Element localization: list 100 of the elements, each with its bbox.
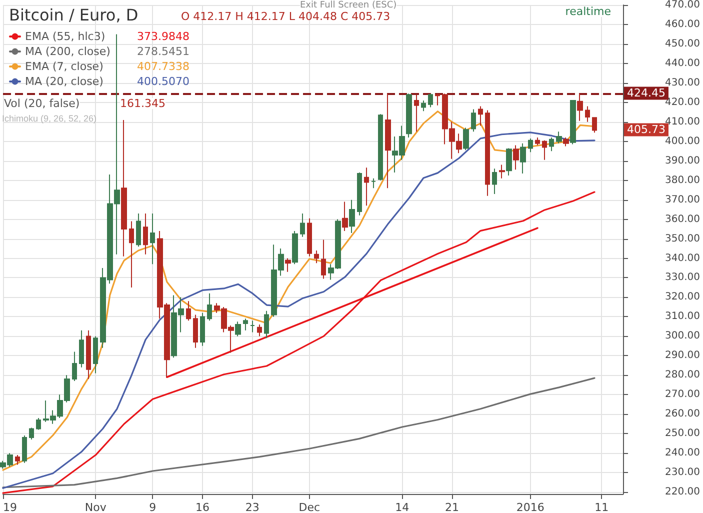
annotation: Exit Full Screen (ESC) <box>300 0 397 10</box>
y-tick-label: 270.00 <box>665 389 700 400</box>
candlestick <box>79 330 84 368</box>
candlestick <box>235 321 241 337</box>
candlestick <box>513 144 519 170</box>
annotation: Ichimoku (9, 26, 52, 26) <box>2 114 97 124</box>
annotation: 400.5070 <box>137 75 190 88</box>
candlestick <box>471 108 476 132</box>
candlestick <box>371 178 376 189</box>
candlestick <box>357 172 362 216</box>
legend-label: MA (200, close) <box>25 45 110 58</box>
line-series <box>2 191 596 494</box>
x-tick-label: 19 <box>3 501 17 513</box>
candlestick <box>257 324 262 337</box>
candlestick <box>556 131 562 144</box>
candlestick <box>193 314 198 348</box>
ref-line-label: 424.45 <box>627 86 666 100</box>
candlestick <box>506 148 512 176</box>
y-tick-label: 350.00 <box>665 233 700 244</box>
candlestick <box>93 336 98 374</box>
y-tick-label: 330.00 <box>665 272 700 284</box>
candlestick <box>406 93 412 138</box>
candlestick <box>15 454 20 466</box>
legend-label: EMA (7, close) <box>25 60 104 73</box>
x-tick-label: 11 <box>594 501 609 513</box>
x-tick-label: 21 <box>444 501 459 513</box>
y-tick-label: 340.00 <box>665 252 700 264</box>
candlestick <box>314 250 319 264</box>
annotation: 161.345 <box>120 97 166 110</box>
y-tick-label: 310.00 <box>665 311 700 322</box>
candlestick <box>200 312 205 346</box>
candlestick <box>520 142 526 174</box>
y-tick-label: 290.00 <box>665 350 700 362</box>
candlestick <box>264 310 269 339</box>
candlestick <box>478 106 483 126</box>
text: 405.73 <box>627 123 666 136</box>
x-tick-label: 14 <box>395 501 410 513</box>
candlestick <box>321 239 326 280</box>
y-tick-label: 420.00 <box>665 96 700 108</box>
x-tick-label: 9 <box>149 501 156 513</box>
y-tick-label: 300.00 <box>665 330 700 342</box>
x-tick-label: 23 <box>245 501 260 513</box>
candlestick <box>22 435 27 464</box>
y-tick-label: 400.00 <box>665 136 700 147</box>
candlestick <box>36 418 41 430</box>
candlestick <box>342 201 348 232</box>
candlestick <box>549 136 554 152</box>
legend-label: EMA (55, hlc3) <box>25 30 106 43</box>
y-tick-label: 440.00 <box>665 58 700 69</box>
y-tick-label: 280.00 <box>665 370 700 381</box>
y-tick-label: 380.00 <box>665 174 700 186</box>
candlestick <box>292 230 298 265</box>
candlestick <box>364 167 369 206</box>
x-tick-label: 2016 <box>516 501 544 513</box>
legend-label: MA (20, close) <box>25 75 104 88</box>
candlestick <box>378 114 383 181</box>
candlestick <box>563 136 569 147</box>
y-tick-label: 470.00 <box>665 0 700 10</box>
candlestick <box>150 212 155 265</box>
y-tick-label: 370.00 <box>665 194 700 206</box>
candlestick <box>414 94 419 132</box>
candlestick <box>463 127 469 151</box>
candlestick <box>29 427 34 440</box>
y-tick-label: 430.00 <box>665 77 700 88</box>
y-tick-label: 410.00 <box>665 116 700 128</box>
candlestick <box>577 93 583 122</box>
candlestick <box>243 318 248 331</box>
y-tick-label: 360.00 <box>665 214 700 225</box>
candlestick <box>528 138 533 153</box>
candlestick <box>485 110 490 196</box>
x-tick-label: 16 <box>196 501 210 513</box>
chart-title: Bitcoin / Euro, D <box>9 6 138 24</box>
candlestick <box>499 164 505 179</box>
candlestick <box>385 93 391 189</box>
y-tick-label: 240.00 <box>665 448 700 459</box>
candlestick <box>285 258 291 272</box>
candlestick <box>121 119 127 257</box>
y-tick-label: 250.00 <box>665 428 700 440</box>
y-tick-label: 260.00 <box>665 408 700 420</box>
candlestick <box>349 199 355 234</box>
annotation: Vol (20, false) <box>4 97 80 110</box>
candlestick <box>136 212 141 248</box>
annotation: 373.9848 <box>137 30 190 43</box>
candlestick <box>428 93 433 108</box>
candlestick <box>592 117 597 134</box>
y-tick-label: 450.00 <box>665 38 700 50</box>
candlestick <box>186 300 191 322</box>
y-tick-label: 460.00 <box>665 18 700 30</box>
candlestick <box>542 140 547 160</box>
annotation: 407.7338 <box>137 60 190 73</box>
candlestick <box>86 330 91 380</box>
candlestick <box>585 106 590 122</box>
line-series <box>2 377 596 488</box>
text: O 412.17 H 412.17 L 404.48 C 405.73 <box>181 10 390 23</box>
candlestick <box>492 168 497 194</box>
annotation: 278.5451 <box>137 45 190 58</box>
candlestick <box>207 292 212 322</box>
candlestick <box>72 351 77 382</box>
candlestick <box>535 136 540 146</box>
candlestick <box>435 93 440 106</box>
